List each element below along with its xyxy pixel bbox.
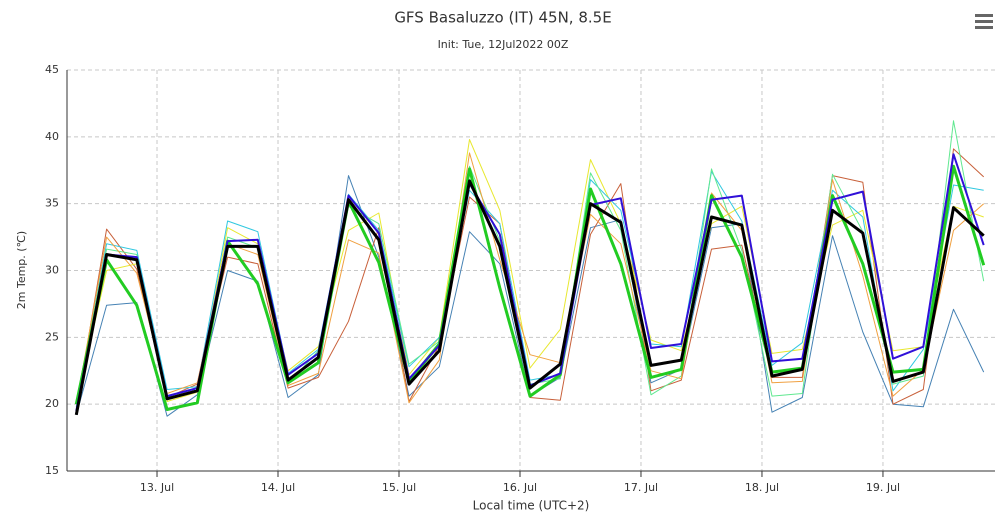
y-tick-label: 25 <box>45 330 59 343</box>
menu-button[interactable] <box>975 14 993 29</box>
x-tick-label: 14. Jul <box>261 481 295 494</box>
y-tick-label: 35 <box>45 197 59 210</box>
y-tick-label: 20 <box>45 397 59 410</box>
series-line <box>75 171 984 407</box>
series-line <box>74 179 985 416</box>
menu-bar <box>975 26 993 29</box>
x-tick-label: 16. Jul <box>503 481 537 494</box>
chart-subtitle: Init: Tue, 12Jul2022 00Z <box>438 38 569 51</box>
x-tick-label: 19. Jul <box>866 481 900 494</box>
chart-title: GFS Basaluzzo (IT) 45N, 8.5E <box>394 9 611 27</box>
x-tick-label: 18. Jul <box>745 481 779 494</box>
series-line <box>75 148 985 411</box>
y-tick-label: 45 <box>45 63 59 76</box>
y-tick-label: 40 <box>45 130 59 143</box>
x-tick-label: 17. Jul <box>624 481 658 494</box>
x-tick-label: 15. Jul <box>382 481 416 494</box>
series-line <box>75 120 985 402</box>
y-tick-label: 30 <box>45 264 59 277</box>
x-tick-label: 13. Jul <box>140 481 174 494</box>
y-tick-label: 15 <box>45 464 59 477</box>
series-line <box>75 139 984 405</box>
menu-bar <box>975 14 993 17</box>
x-axis-label: Local time (UTC+2) <box>473 499 590 513</box>
menu-bar <box>975 20 993 23</box>
y-axis-label: 2m Temp. (℃) <box>15 231 28 309</box>
